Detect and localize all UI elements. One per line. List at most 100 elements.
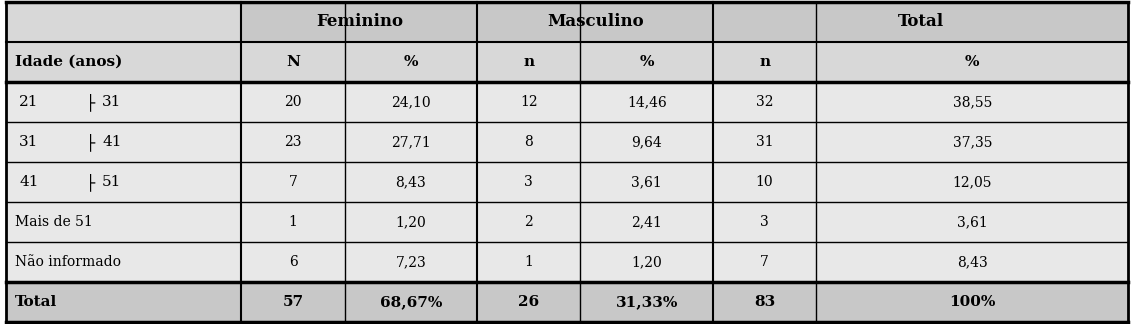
Text: 23: 23: [285, 135, 302, 149]
Text: 41: 41: [102, 135, 121, 149]
Bar: [581, 162, 713, 202]
Bar: [345, 82, 477, 122]
Bar: [345, 242, 477, 282]
Bar: [713, 282, 816, 322]
Bar: [816, 202, 1128, 242]
Text: 7: 7: [760, 255, 769, 269]
Bar: [477, 162, 581, 202]
Bar: [345, 42, 477, 82]
Text: ├: ├: [86, 93, 95, 111]
Text: Feminino: Feminino: [315, 13, 403, 30]
Bar: [477, 42, 581, 82]
Bar: [242, 2, 477, 42]
Bar: [713, 2, 1128, 42]
Bar: [816, 162, 1128, 202]
Text: 41: 41: [19, 175, 39, 189]
Text: 3: 3: [524, 175, 533, 189]
Text: 7,23: 7,23: [396, 255, 426, 269]
Bar: [816, 42, 1128, 82]
Bar: [581, 82, 713, 122]
Bar: [6, 2, 242, 42]
Text: 21: 21: [19, 95, 39, 109]
Text: 1,20: 1,20: [396, 215, 426, 229]
Text: 8: 8: [524, 135, 533, 149]
Text: ├: ├: [86, 173, 95, 191]
Bar: [477, 122, 581, 162]
Bar: [581, 122, 713, 162]
Text: 31,33%: 31,33%: [616, 295, 678, 309]
Text: 32: 32: [756, 95, 773, 109]
Bar: [242, 202, 345, 242]
Bar: [713, 122, 816, 162]
Bar: [6, 242, 242, 282]
Text: 31: 31: [19, 135, 39, 149]
Bar: [477, 282, 581, 322]
Text: 57: 57: [282, 295, 304, 309]
Text: %: %: [965, 55, 980, 69]
Bar: [242, 282, 345, 322]
Bar: [713, 82, 816, 122]
Text: Idade (anos): Idade (anos): [15, 55, 122, 69]
Text: 14,46: 14,46: [627, 95, 667, 109]
Text: Total: Total: [898, 13, 943, 30]
Bar: [816, 282, 1128, 322]
Bar: [713, 202, 816, 242]
Text: 3,61: 3,61: [957, 215, 988, 229]
Text: 1: 1: [524, 255, 533, 269]
Text: 12,05: 12,05: [953, 175, 992, 189]
Text: Mais de 51: Mais de 51: [15, 215, 93, 229]
Bar: [477, 242, 581, 282]
Text: 24,10: 24,10: [391, 95, 431, 109]
Text: Total: Total: [15, 295, 57, 309]
Bar: [242, 122, 345, 162]
Text: 2: 2: [524, 215, 533, 229]
Text: %: %: [640, 55, 654, 69]
Text: 6: 6: [289, 255, 297, 269]
Bar: [345, 122, 477, 162]
Bar: [713, 162, 816, 202]
Bar: [477, 2, 713, 42]
Text: n: n: [523, 55, 534, 69]
Text: 26: 26: [518, 295, 540, 309]
Bar: [6, 82, 242, 122]
Text: 3: 3: [760, 215, 769, 229]
Bar: [6, 122, 242, 162]
Text: 83: 83: [754, 295, 776, 309]
Text: N: N: [286, 55, 301, 69]
Text: 37,35: 37,35: [953, 135, 992, 149]
Bar: [242, 162, 345, 202]
Text: 10: 10: [755, 175, 773, 189]
Bar: [581, 282, 713, 322]
Bar: [477, 202, 581, 242]
Text: 31: 31: [102, 95, 121, 109]
Text: 9,64: 9,64: [632, 135, 662, 149]
Text: 68,67%: 68,67%: [380, 295, 442, 309]
Text: Não informado: Não informado: [15, 255, 120, 269]
Bar: [345, 202, 477, 242]
Text: %: %: [404, 55, 418, 69]
Bar: [345, 162, 477, 202]
Text: 3,61: 3,61: [632, 175, 662, 189]
Text: 31: 31: [755, 135, 773, 149]
Text: 20: 20: [285, 95, 302, 109]
Text: 2,41: 2,41: [632, 215, 662, 229]
Bar: [345, 282, 477, 322]
Bar: [816, 122, 1128, 162]
Bar: [242, 42, 345, 82]
Bar: [713, 242, 816, 282]
Text: 8,43: 8,43: [957, 255, 988, 269]
Bar: [6, 42, 242, 82]
Text: 51: 51: [102, 175, 121, 189]
Text: 38,55: 38,55: [953, 95, 992, 109]
Text: 1: 1: [289, 215, 297, 229]
Text: Masculino: Masculino: [547, 13, 643, 30]
Bar: [713, 42, 816, 82]
Bar: [581, 242, 713, 282]
Bar: [242, 82, 345, 122]
Text: 1,20: 1,20: [632, 255, 662, 269]
Bar: [477, 82, 581, 122]
Text: 100%: 100%: [949, 295, 996, 309]
Bar: [816, 242, 1128, 282]
Bar: [242, 242, 345, 282]
Bar: [6, 202, 242, 242]
